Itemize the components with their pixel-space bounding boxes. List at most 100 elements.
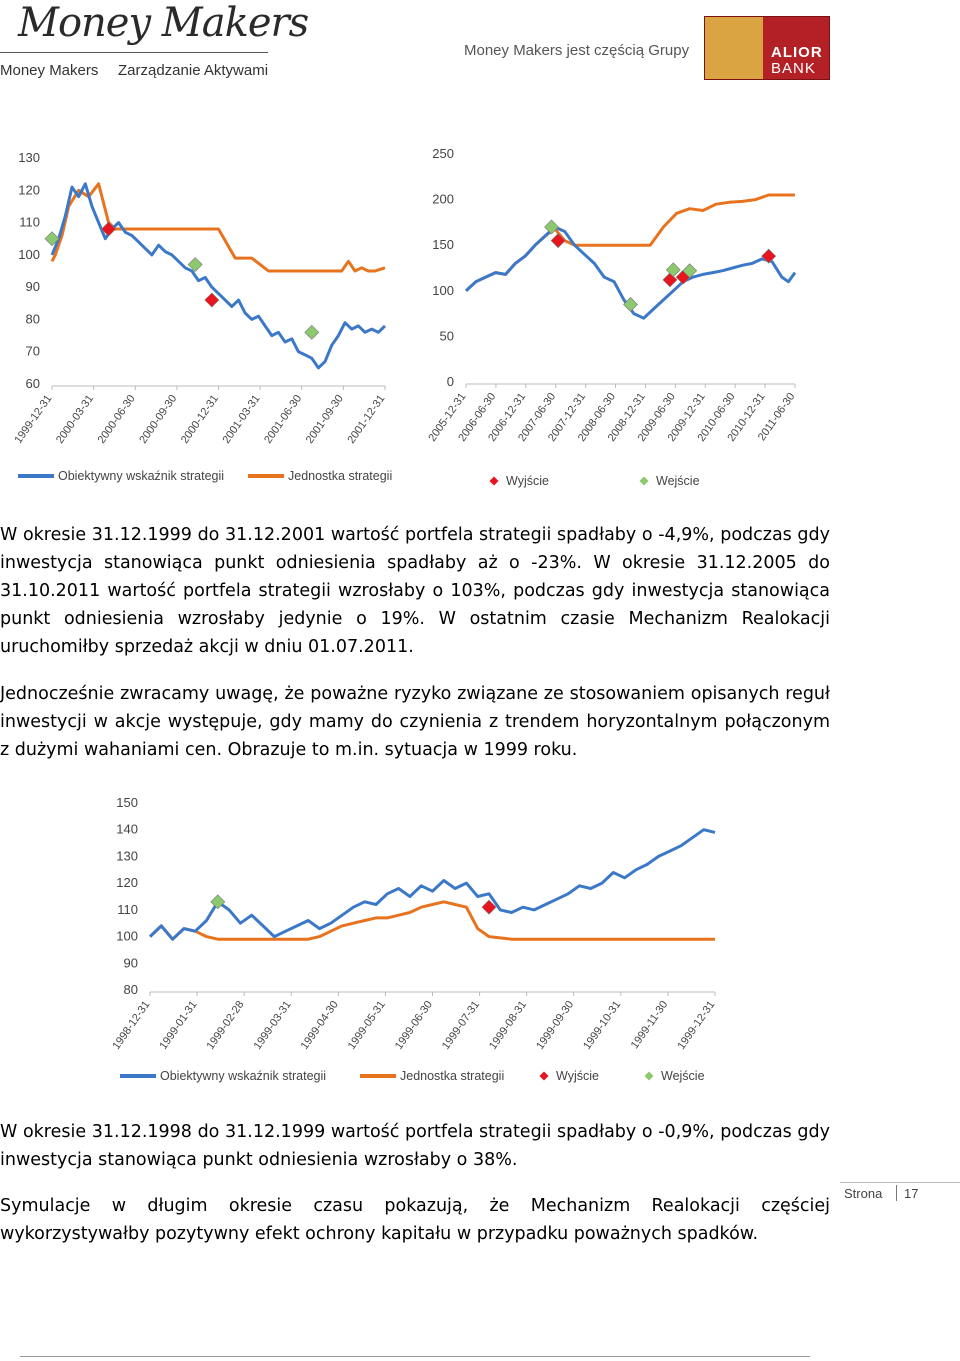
y-tick-label: 140 (116, 822, 138, 837)
legend-label: Jednostka strategii (288, 469, 392, 483)
alior-name-2: BANK (771, 60, 816, 77)
logo-rule (0, 52, 268, 53)
entry-marker (544, 219, 559, 235)
legend-label: Obiektywny wskaźnik strategii (160, 1069, 326, 1083)
x-tick-label: 2000-06-30 (96, 393, 138, 446)
page-separator (896, 1185, 897, 1201)
entry-marker (623, 297, 638, 312)
group-text: Money Makers jest częścią Grupy (464, 42, 690, 59)
x-tick-label: 2001-12-31 (345, 393, 387, 446)
entry-marker (210, 894, 226, 910)
legend-swatch (644, 1071, 654, 1081)
y-tick-label: 250 (432, 146, 454, 161)
logo-script: Money Makers (18, 0, 309, 46)
legend-swatch (639, 476, 649, 486)
entry-marker (44, 231, 60, 247)
entry-marker (304, 324, 320, 340)
y-tick-label: 70 (26, 344, 40, 359)
chart-2-svg: 2502001501005002005-12-312006-06-302006-… (426, 146, 797, 488)
legend-label: Wyjście (506, 474, 549, 488)
chart-1: 130 120 110 100 90 80 70 60 1999-12-31 2000-03-31… (0, 140, 400, 500)
x-tick-label: 2000-12-31 (179, 393, 221, 446)
legend-label: Wyjście (556, 1069, 599, 1083)
series-line-wskaznik (464, 225, 797, 320)
entry-marker (187, 257, 203, 272)
chart-3: 150 140 130 120 110 100 90 80 1998-12-31 1999-01-… (90, 790, 730, 1100)
legend-label: Jednostka strategii (400, 1069, 504, 1083)
page-number-box: Strona 17 (840, 1182, 960, 1205)
x-tick-label: 1999-11-30 (629, 999, 671, 1051)
y-tick-label: 120 (18, 182, 40, 197)
header: Money Makers Money Makers Zarządzanie Ak… (0, 0, 960, 100)
y-tick-label: 0 (447, 374, 454, 389)
alior-name-1: ALIOR (771, 44, 823, 61)
exit-marker (101, 221, 117, 237)
x-tick-label: 1999-07-31 (440, 999, 482, 1052)
x-tick-label: 1998-12-31 (110, 999, 152, 1052)
page-label: Strona (844, 1186, 883, 1201)
x-tick-label: 1999-01-31 (157, 999, 199, 1052)
bottom-rule (20, 1356, 810, 1357)
x-tick-label: 2000-09-30 (137, 393, 179, 446)
series-line-jednostka (148, 900, 715, 941)
paragraph-4: Symulacje w długim okresie czasu pokazuj… (0, 1196, 830, 1244)
y-tick-label: 100 (432, 283, 454, 298)
paragraph-2: Jednocześnie zwracamy uwagę, że poważne … (0, 684, 830, 760)
series-line-jednostka (50, 182, 386, 273)
x-tick-label: 2001-06-30 (262, 393, 304, 446)
legend-label: Obiektywny wskaźnik strategii (58, 469, 224, 483)
exit-marker (204, 292, 220, 308)
chart-3-svg: 150 140 130 120 110 100 90 80 1998-12-31 1999-01-… (110, 795, 717, 1083)
y-tick-label: 150 (116, 795, 138, 810)
x-tick-label: 1999-12-31 (12, 393, 54, 446)
series-line-wskaznik (148, 828, 716, 941)
x-tick-label: 2000-03-31 (54, 393, 96, 446)
y-tick-label: 50 (440, 328, 454, 343)
exit-marker (550, 233, 566, 249)
x-tick-label: 1999-02-28 (205, 999, 247, 1052)
legend-label: Wejście (661, 1069, 705, 1083)
y-tick-label: 120 (116, 875, 138, 890)
legend-swatch (539, 1071, 549, 1081)
x-tick-label: 1999-06-30 (393, 999, 435, 1052)
legend-swatch (489, 476, 499, 486)
y-tick-label: 60 (26, 376, 40, 391)
x-tick-label: 1999-09-30 (534, 999, 576, 1052)
y-tick-label: 90 (124, 955, 138, 970)
y-tick-label: 200 (432, 192, 454, 207)
logo-brand: Money Makers (0, 62, 99, 79)
y-tick-label: 90 (26, 279, 40, 294)
logo-tagline: Zarządzanie Aktywami (118, 62, 269, 79)
x-tick-label: 1999-05-31 (346, 999, 388, 1052)
entry-marker (682, 263, 698, 279)
alior-bank-logo: ALIOR BANK (704, 16, 830, 80)
x-tick-label: 1999-12-31 (675, 999, 717, 1052)
paragraph-3: W okresie 31.12.1998 do 31.12.1999 warto… (0, 1122, 830, 1170)
paragraph-1: W okresie 31.12.1999 do 31.12.2001 warto… (0, 525, 830, 657)
alior-face-icon (705, 17, 763, 79)
chart-1-svg: 130 120 110 100 90 80 70 60 1999-12-31 2000-03-31… (12, 150, 392, 483)
page-number: 17 (904, 1186, 919, 1201)
y-tick-label: 100 (18, 247, 40, 262)
series-line-jednostka (464, 193, 795, 292)
x-tick-label: 1999-08-31 (487, 999, 529, 1052)
y-tick-label: 100 (116, 929, 138, 944)
y-tick-label: 110 (19, 215, 40, 230)
x-tick-label: 2001-09-30 (304, 393, 346, 446)
y-tick-label: 80 (26, 311, 40, 326)
y-tick-label: 130 (116, 848, 138, 863)
x-tick-label: 2001-03-31 (220, 393, 262, 446)
y-tick-label: 110 (117, 902, 138, 917)
exit-marker (481, 899, 497, 915)
x-tick-label: 1999-03-31 (252, 999, 294, 1052)
x-tick-label: 1999-10-31 (581, 999, 623, 1052)
legend-label: Wejście (656, 474, 700, 488)
x-tick-label: 1999-04-30 (299, 999, 341, 1052)
y-tick-label: 130 (18, 150, 40, 165)
entry-marker (665, 262, 681, 278)
chart-2: 250 200 150 100 50 0 2005-12-31 2006-06-30 2006-… (400, 140, 800, 500)
series-line-wskaznik (50, 182, 387, 370)
exit-marker (761, 248, 777, 264)
y-tick-label: 80 (124, 982, 138, 997)
y-tick-label: 150 (432, 237, 454, 252)
